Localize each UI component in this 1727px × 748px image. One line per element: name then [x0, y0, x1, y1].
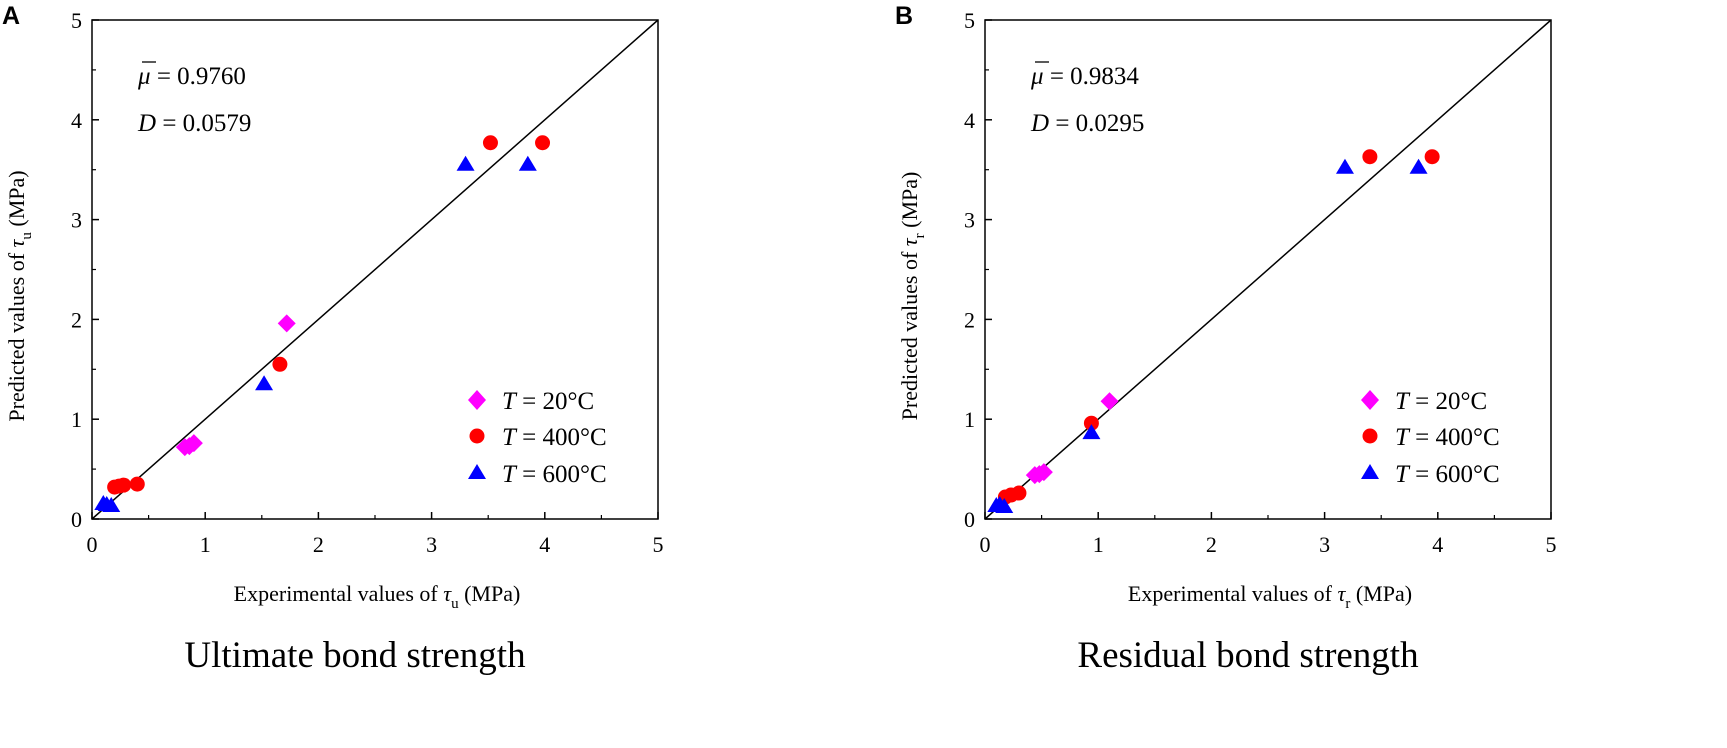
data-point-diamond [1034, 463, 1053, 482]
data-point-triangle [102, 497, 121, 513]
x-tick-label: 2 [1206, 532, 1217, 557]
legend-label-20: T = 20°C [502, 388, 594, 415]
legend-marker-circle [469, 428, 485, 444]
x-tick-label: 0 [980, 532, 991, 557]
y-tick-label: 5 [964, 8, 975, 33]
data-point-circle [1362, 149, 1378, 165]
x-tick-label: 5 [653, 532, 664, 557]
y-tick-label: 4 [964, 108, 975, 133]
legend-marker-diamond [1361, 390, 1379, 410]
data-markers [94, 135, 551, 513]
mu-stat: μ = 0.9834 [1030, 63, 1139, 90]
x-axis-label: Experimental values of τr (MPa) [1128, 581, 1412, 612]
y-tick-label: 5 [71, 8, 82, 33]
data-point-triangle [255, 375, 274, 391]
panel-a: A Predicted values of τu (MPa) Experimen… [0, 0, 834, 748]
y-tick-label: 3 [964, 208, 975, 233]
legend: T = 20°C T = 400°C T = 600°C [468, 388, 607, 488]
x-tick-label: 5 [1546, 532, 1557, 557]
data-point-circle [1424, 149, 1440, 165]
y-tick-label: 1 [964, 407, 975, 432]
data-point-circle [116, 477, 132, 493]
data-markers [987, 149, 1440, 514]
x-axis-label: Experimental values of τu (MPa) [234, 581, 521, 612]
data-point-triangle [1409, 158, 1428, 174]
data-point-triangle [1335, 158, 1354, 174]
legend-label-600: T = 600°C [502, 461, 607, 488]
data-point-diamond [277, 314, 296, 333]
panel-letter: B [895, 2, 913, 30]
x-tick-label: 1 [1093, 532, 1104, 557]
reference-line-group [91, 19, 659, 520]
data-point-circle [482, 135, 498, 151]
legend-marker-triangle [1361, 464, 1379, 479]
y-tick-label: 1 [71, 407, 82, 432]
y-tick-label: 3 [71, 208, 82, 233]
x-tick-label: 2 [313, 532, 324, 557]
legend-label-400: T = 400°C [502, 424, 607, 451]
data-point-diamond [184, 434, 203, 453]
data-point-triangle [518, 155, 537, 171]
x-tick-label: 4 [539, 532, 550, 557]
x-tick-label: 4 [1432, 532, 1443, 557]
legend: T = 20°C T = 400°C T = 600°C [1361, 388, 1500, 488]
data-point-circle [129, 476, 145, 492]
data-point-triangle [456, 155, 475, 171]
d-stat: D = 0.0579 [137, 110, 251, 137]
x-tick-label: 3 [426, 532, 437, 557]
data-point-diamond [1100, 392, 1119, 411]
y-tick-label: 2 [964, 307, 975, 332]
reference-line [984, 19, 1552, 520]
y-tick-label: 0 [964, 507, 975, 532]
y-axis-label: Predicted values of τu (MPa) [4, 170, 35, 421]
legend-label-400: T = 400°C [1395, 424, 1500, 451]
plot-frame [984, 19, 1552, 520]
y-tick-label: 4 [71, 108, 82, 133]
y-tick-label: 2 [71, 307, 82, 332]
legend-label-600: T = 600°C [1395, 461, 1500, 488]
y-axis-label: Predicted values of τr (MPa) [897, 172, 928, 421]
legend-marker-diamond [468, 390, 486, 410]
axes-ticks: 0 1 2 3 4 5 0 1 2 3 4 5 [964, 8, 1557, 557]
chart-caption: Residual bond strength [1077, 635, 1419, 676]
data-point-triangle [995, 498, 1014, 514]
chart-a: A Predicted values of τu (MPa) Experimen… [2, 2, 664, 676]
legend-marker-circle [1362, 428, 1378, 444]
data-point-circle [1011, 485, 1027, 501]
chart-caption: Ultimate bond strength [184, 635, 526, 676]
panel-letter: A [2, 2, 20, 30]
reference-line [91, 19, 659, 520]
plot-frame [91, 19, 659, 520]
mu-stat: μ = 0.9760 [137, 63, 246, 90]
legend-label-20: T = 20°C [1395, 388, 1487, 415]
panel-b: B Predicted values of τr (MPa) Experimen… [893, 0, 1727, 748]
reference-line-group [984, 19, 1552, 520]
data-point-triangle [1082, 424, 1101, 440]
data-point-circle [1083, 415, 1099, 431]
x-tick-label: 3 [1319, 532, 1330, 557]
data-point-circle [272, 356, 288, 372]
y-tick-label: 0 [71, 507, 82, 532]
data-point-circle [535, 135, 551, 151]
d-stat: D = 0.0295 [1030, 110, 1144, 137]
x-tick-label: 1 [200, 532, 211, 557]
chart-b: B Predicted values of τr (MPa) Experimen… [895, 2, 1557, 676]
x-tick-label: 0 [87, 532, 98, 557]
legend-marker-triangle [468, 464, 486, 479]
